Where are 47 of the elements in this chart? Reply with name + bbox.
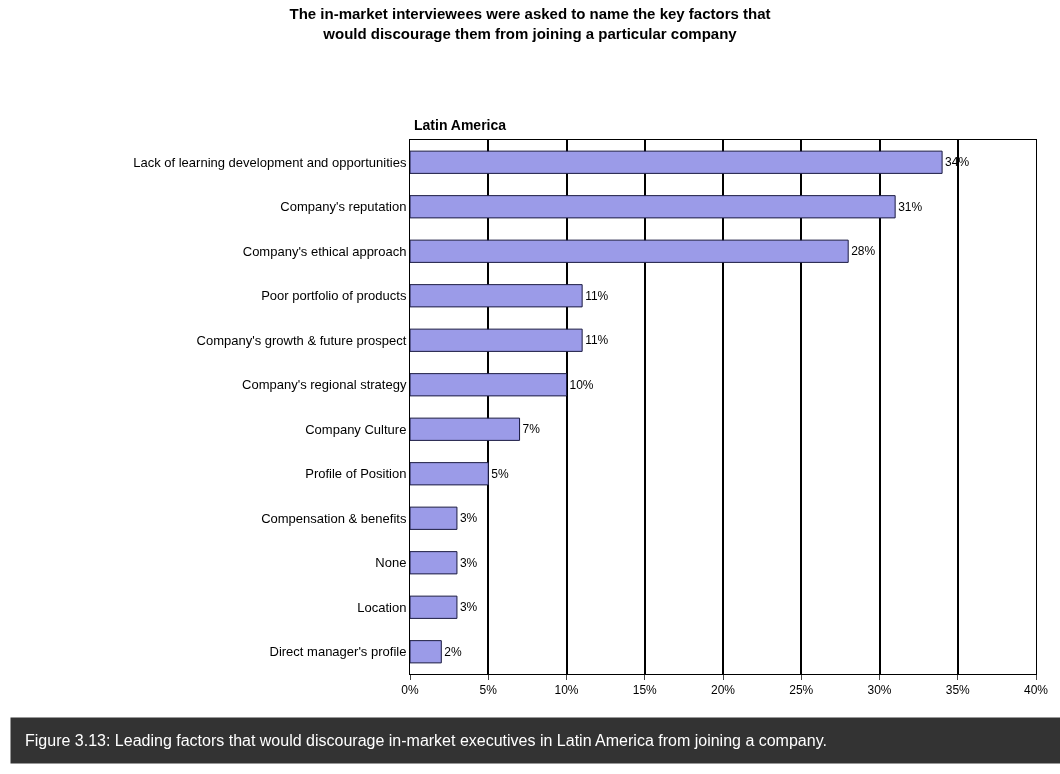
chart-subtitle: Latin America — [414, 117, 507, 133]
data-label: 28% — [851, 244, 876, 259]
bar — [410, 417, 521, 441]
y-tick-label: Company's ethical approach — [242, 243, 407, 259]
bar — [410, 328, 583, 352]
x-tick-label: 35% — [945, 683, 971, 698]
data-label: 5% — [491, 466, 509, 481]
x-tick-label: 25% — [789, 683, 814, 698]
y-tick-label: Company's regional strategy — [242, 377, 407, 393]
y-tick-label: Company's growth & future prospect — [196, 332, 407, 348]
data-label: 3% — [459, 511, 478, 526]
bar — [410, 640, 442, 664]
data-label: 11% — [585, 288, 609, 303]
x-tick-label: 20% — [710, 683, 736, 698]
y-tick-label: Lack of learning development and opportunities — [133, 154, 407, 170]
bar — [410, 284, 583, 308]
bar — [410, 595, 458, 619]
x-tick-label: 0% — [401, 683, 419, 698]
data-label: 10% — [569, 377, 594, 392]
x-tick-label: 5% — [479, 683, 498, 698]
bar — [410, 373, 567, 397]
data-label: 3% — [459, 555, 478, 570]
caption: Figure 3.13: Leading factors that would discourage in-market executives in Latin America from joining a company. — [25, 732, 827, 749]
bar — [410, 195, 896, 219]
data-label: 7% — [522, 422, 541, 437]
x-tick-label: 15% — [632, 683, 658, 698]
y-tick-label: Direct manager's profile — [269, 644, 407, 660]
y-tick-label: Poor portfolio of products — [261, 288, 407, 304]
data-label: 3% — [459, 600, 478, 615]
y-tick-label: Company's reputation — [280, 199, 407, 215]
y-tick-label: Compensation & benefits — [261, 510, 407, 526]
bar — [410, 506, 458, 530]
bar — [410, 150, 943, 174]
bar — [410, 239, 849, 263]
y-tick-label: Profile of Position — [305, 466, 407, 482]
y-tick-label: None — [375, 555, 407, 571]
bar — [410, 551, 458, 575]
y-tick-label: Company Culture — [305, 421, 407, 437]
data-label: 31% — [898, 199, 923, 214]
chart-title: The in-market interviewees were asked to name the key factors that would discourage them from joining a particular company — [289, 5, 771, 42]
x-tick-label: 10% — [554, 683, 579, 698]
x-tick-label: 40% — [1023, 683, 1049, 698]
bar — [410, 462, 489, 486]
data-label: 11% — [585, 333, 609, 348]
x-tick-label: 30% — [867, 683, 892, 698]
y-tick-label: Location — [357, 599, 407, 615]
data-label: 2% — [444, 644, 462, 659]
